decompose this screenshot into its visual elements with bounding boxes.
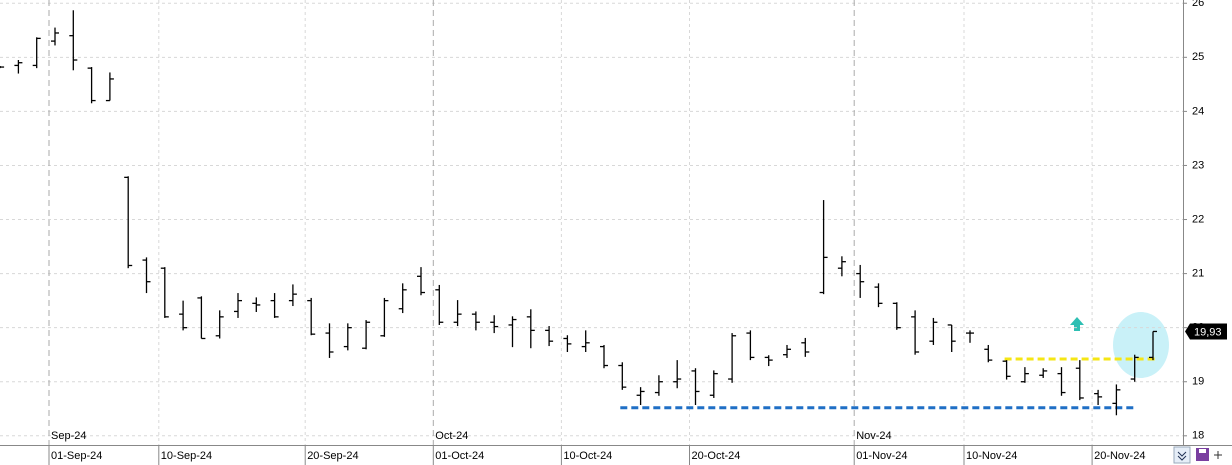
ohlc-bar: [453, 300, 462, 327]
ohlc-bar: [856, 264, 865, 298]
y-tick-label: 24: [1192, 105, 1204, 117]
ohlc-bar: [581, 330, 590, 352]
ohlc-bar: [819, 200, 828, 295]
ohlc-bar: [508, 316, 517, 348]
x-tick-label: 20-Sep-24: [307, 450, 358, 462]
month-label: Oct-24: [435, 430, 468, 442]
ohlc-bar: [32, 37, 41, 69]
ohlc-bar: [105, 72, 114, 102]
x-tick-label: 20-Nov-24: [1094, 450, 1145, 462]
highlight-ellipse: [1113, 312, 1169, 378]
month-label: Nov-24: [856, 430, 891, 442]
ohlc-bar: [1020, 367, 1029, 383]
y-tick-label: 18: [1192, 430, 1204, 442]
x-tick-label: 10-Oct-24: [563, 450, 612, 462]
ohlc-bar: [124, 176, 133, 269]
ohlc-bar: [307, 297, 316, 336]
toolbar: [1173, 446, 1222, 464]
ohlc-bar: [563, 335, 572, 352]
ohlc-bar: [471, 311, 480, 331]
ohlc-bar: [435, 284, 444, 325]
ohlc-bar: [160, 267, 169, 318]
month-label: Sep-24: [51, 430, 86, 442]
ohlc-bar: [1075, 360, 1084, 401]
x-tick-label: 10-Nov-24: [966, 450, 1017, 462]
ohlc-bar: [728, 333, 737, 383]
ohlc-bar: [636, 387, 645, 405]
ohlc-bar: [984, 344, 993, 363]
ohlc-bar: [673, 360, 682, 389]
x-tick-label: 01-Oct-24: [435, 450, 484, 462]
ohlc-bar: [380, 297, 389, 337]
y-tick-label: 19: [1192, 376, 1204, 388]
ohlc-bar: [764, 355, 773, 367]
ohlc-bar: [911, 310, 920, 355]
last-price-label: 19,93: [1194, 326, 1222, 338]
ohlc-bar: [343, 323, 352, 351]
ohlc-bar: [837, 256, 846, 277]
save-icon: [1199, 449, 1206, 453]
y-tick-label: 22: [1192, 213, 1204, 225]
ohlc-bar: [69, 10, 78, 71]
ohlc-bar: [417, 267, 425, 296]
x-tick-label: 01-Nov-24: [856, 450, 907, 462]
ohlc-bar: [929, 317, 938, 345]
ohlc-bar: [746, 330, 755, 361]
ohlc-bar: [709, 370, 718, 398]
y-tick-label: 21: [1192, 268, 1204, 280]
ohlc-bar: [947, 324, 956, 352]
ohlc-bar: [490, 315, 499, 334]
ohlc-bar: [398, 283, 407, 314]
ohlc-bar: [691, 368, 700, 405]
ohlc-bar: [545, 326, 554, 347]
ohlc-bar: [197, 296, 206, 340]
ohlc-bar: [362, 320, 371, 350]
x-tick-label: 10-Sep-24: [161, 450, 212, 462]
ohlc-bar: [14, 60, 23, 74]
ohlc-bar: [142, 257, 151, 294]
ohlc-bar: [1130, 354, 1139, 382]
ohlc-bar: [1057, 367, 1066, 396]
toolbar-button[interactable]: [1173, 446, 1191, 464]
collapse-icon: [1177, 451, 1187, 461]
x-tick-label: 20-Oct-24: [692, 450, 741, 462]
ohlc-bar: [966, 330, 974, 343]
ohlc-bar: [618, 362, 627, 390]
x-tick-label: 01-Sep-24: [51, 450, 102, 462]
ohlc-bar: [1149, 330, 1157, 361]
ohlc-bar: [0, 65, 5, 69]
ohlc-bar: [1112, 384, 1121, 416]
ohlc-bar: [179, 300, 188, 331]
ohlc-bar: [215, 310, 224, 339]
last-price-box: [1185, 323, 1227, 340]
ohlc-bar: [526, 309, 535, 349]
ohlc-bar: [252, 297, 261, 312]
ohlc-bar: [600, 344, 608, 369]
ohlc-bar: [892, 302, 901, 330]
y-tick-label: 26: [1192, 0, 1204, 9]
ohlc-bar: [270, 293, 279, 318]
ohlc-bar: [234, 293, 242, 318]
ohlc-bar: [874, 283, 883, 308]
ohlc-bar: [1002, 360, 1011, 380]
y-tick-label: 25: [1192, 51, 1204, 63]
ohlc-bar: [51, 27, 59, 46]
ohlc-bar: [654, 375, 663, 396]
ohlc-bar: [87, 67, 96, 104]
ohlc-bar: [288, 284, 297, 307]
ohlc-bar: [325, 323, 334, 358]
pin-button[interactable]: [1214, 451, 1222, 459]
up-arrow: [1070, 317, 1084, 331]
ohlc-bar: [1094, 389, 1103, 405]
ohlc-bar: [783, 344, 791, 358]
ohlc-bar: [1039, 368, 1048, 378]
ohlc-bar: [801, 337, 810, 357]
y-tick-label: 23: [1192, 159, 1204, 171]
